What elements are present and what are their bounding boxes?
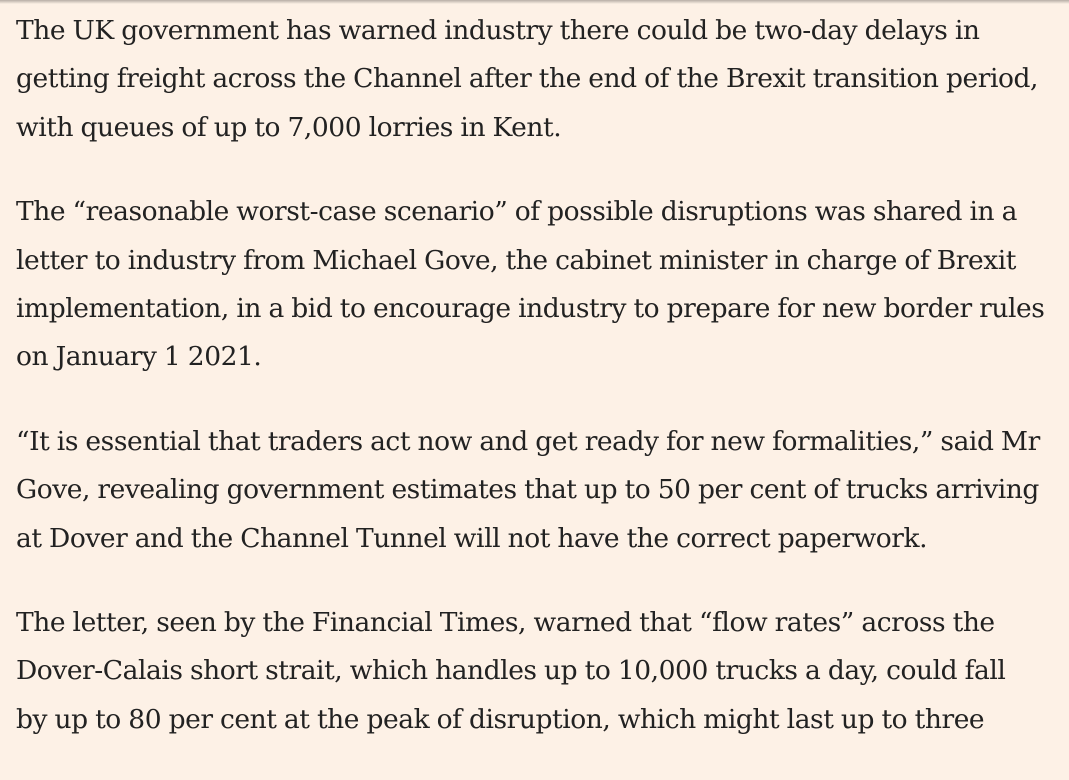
- text-line: at Dover and the Channel Tunnel will not…: [16, 522, 928, 554]
- text-line: “It is essential that traders act now an…: [16, 425, 1040, 457]
- article-body: The UK government has warned industry th…: [16, 7, 1069, 780]
- text-line: The UK government has warned industry th…: [16, 15, 980, 46]
- top-edge-shadow: [0, 0, 1069, 4]
- text-line: with queues of up to 7,000 lorries in Ke…: [16, 111, 562, 143]
- text-line: The “reasonable worst-case scenario” of …: [16, 196, 1017, 228]
- paragraph-1: The UK government has warned industry th…: [16, 7, 1069, 152]
- text-line: The letter, seen by the Financial Times,…: [16, 607, 995, 639]
- paragraph-3: “It is essential that traders act now an…: [16, 418, 1069, 563]
- paragraph-2: The “reasonable worst-case scenario” of …: [16, 188, 1069, 382]
- text-line: implementation, in a bid to encourage in…: [16, 293, 1045, 325]
- text-line: Gove, revealing government estimates tha…: [16, 474, 1039, 506]
- text-line: getting freight across the Channel after…: [16, 63, 1039, 95]
- text-line: on January 1 2021.: [16, 341, 262, 373]
- paragraph-4: The letter, seen by the Financial Times,…: [16, 599, 1069, 744]
- text-line: by up to 80 per cent at the peak of disr…: [16, 703, 985, 735]
- text-line: letter to industry from Michael Gove, th…: [16, 244, 1016, 276]
- text-line: Dover-Calais short strait, which handles…: [16, 655, 1006, 687]
